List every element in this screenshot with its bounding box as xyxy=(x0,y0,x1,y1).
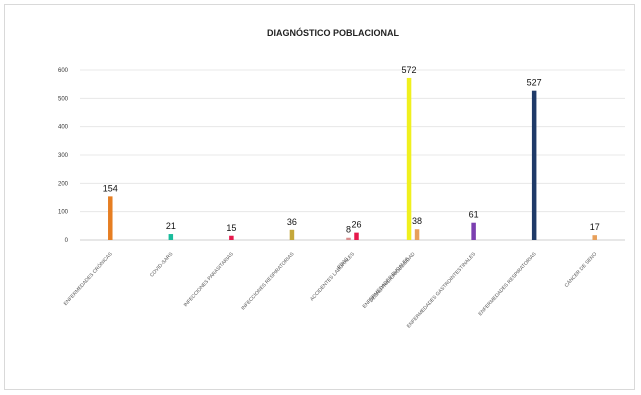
data-label: 154 xyxy=(103,183,118,193)
bar xyxy=(229,235,234,240)
category-label: CÁNCER DE SENO xyxy=(563,251,598,289)
data-label: 21 xyxy=(166,221,176,231)
data-label: 36 xyxy=(287,217,297,227)
y-tick-label: 600 xyxy=(58,68,69,74)
data-label: 17 xyxy=(590,222,600,232)
grid-lines xyxy=(80,69,625,241)
bar xyxy=(354,232,359,240)
y-axis: 0 100 200 300 400 500 600 xyxy=(58,68,69,244)
bar xyxy=(414,229,420,240)
y-tick-label: 0 xyxy=(65,238,69,244)
category-label: ENFERMEDADES CRÓNICAS xyxy=(62,250,114,307)
bar xyxy=(406,77,412,240)
bar xyxy=(168,234,174,240)
bar xyxy=(471,222,476,240)
data-label: 26 xyxy=(351,220,361,230)
data-labels: 154 21 15 36 826 572 38 61 527 17 xyxy=(103,65,600,235)
y-tick-label: 500 xyxy=(58,96,69,102)
data-label: 61 xyxy=(469,210,479,220)
bar xyxy=(346,237,351,240)
data-label: 15 xyxy=(226,223,236,233)
data-label: 38 xyxy=(412,216,422,226)
bar xyxy=(592,235,597,240)
data-label: 8 xyxy=(346,225,351,235)
data-label: 572 xyxy=(402,65,417,75)
data-label: 527 xyxy=(527,78,542,88)
category-label: COVID-SARS xyxy=(149,251,175,279)
chart-title: DIAGNÓSTICO POBLACIONAL xyxy=(267,27,400,38)
bar xyxy=(289,229,295,240)
category-label: INFECCIONES RESPIRATORIAS xyxy=(240,251,296,312)
category-label: ENFERMEDADES GASTROINTESTINALES xyxy=(406,251,478,330)
category-label: ENFERMEDADES BUCALES xyxy=(362,256,411,310)
category-label: ACCIDENTES LABORALES xyxy=(309,251,356,303)
y-tick-label: 200 xyxy=(58,181,69,187)
category-label: INFECCIONES PARASITARIAS xyxy=(183,251,236,308)
category-label: ENFERMEDADES RESPIRATORIAS xyxy=(478,251,539,317)
y-tick-label: 100 xyxy=(58,210,69,216)
y-tick-label: 400 xyxy=(58,125,69,131)
bar xyxy=(531,90,537,240)
category-labels: ENFERMEDADES CRÓNICAS COVID-SARS INFECCION… xyxy=(62,250,598,329)
bars xyxy=(108,77,597,240)
y-tick-label: 300 xyxy=(58,153,69,159)
bar xyxy=(108,196,113,240)
